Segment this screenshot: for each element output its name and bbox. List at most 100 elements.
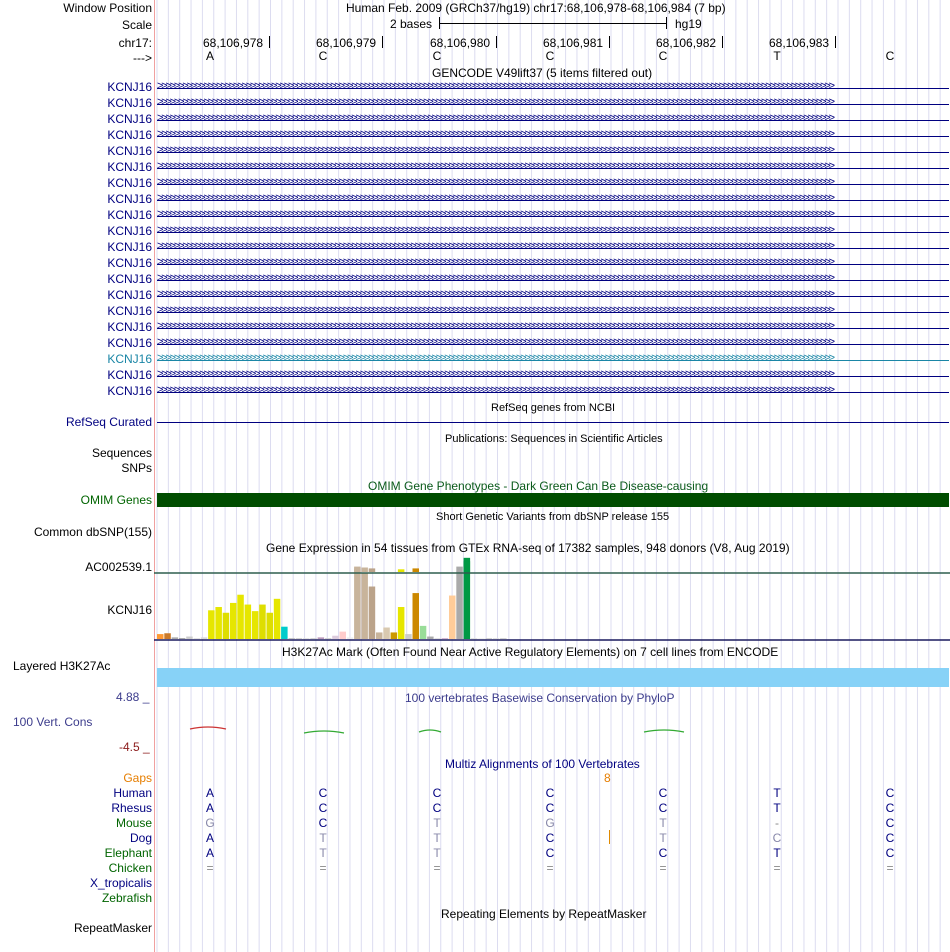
gtex-tissue-bar-gene1[interactable] bbox=[456, 566, 463, 572]
gtex-tissue-bar-gene1[interactable] bbox=[463, 561, 471, 572]
omim-track-title[interactable]: OMIM Gene Phenotypes - Dark Green Can Be… bbox=[368, 479, 709, 493]
gtex-tissue-bar[interactable] bbox=[354, 568, 361, 639]
gtex-tissue-bar[interactable] bbox=[339, 631, 347, 639]
gencode-transcript-label[interactable]: KCNJ16 bbox=[107, 288, 152, 302]
gtex-tissue-bar[interactable] bbox=[295, 638, 303, 639]
gencode-transcript-label[interactable]: KCNJ16 bbox=[107, 160, 152, 174]
gencode-transcript-label[interactable]: KCNJ16 bbox=[107, 208, 152, 222]
gencode-transcript-line[interactable]: >>>>>>>>>>>>>>>>>>>>>>>>>>>>>>>>>>>>>>>>… bbox=[157, 128, 949, 142]
gtex-tissue-bar[interactable] bbox=[376, 632, 383, 639]
gencode-transcript-line[interactable]: >>>>>>>>>>>>>>>>>>>>>>>>>>>>>>>>>>>>>>>>… bbox=[157, 192, 949, 206]
gencode-transcript-line[interactable]: >>>>>>>>>>>>>>>>>>>>>>>>>>>>>>>>>>>>>>>>… bbox=[157, 256, 949, 270]
gtex-tissue-bar[interactable] bbox=[157, 634, 164, 639]
gencode-transcript-line[interactable]: >>>>>>>>>>>>>>>>>>>>>>>>>>>>>>>>>>>>>>>>… bbox=[157, 80, 949, 94]
gencode-transcript-label[interactable]: KCNJ16 bbox=[107, 96, 152, 110]
gencode-transcript-label[interactable]: KCNJ16 bbox=[107, 240, 152, 254]
gtex-tissue-bar[interactable] bbox=[405, 634, 412, 639]
gtex-tissue-bar[interactable] bbox=[346, 637, 354, 639]
refseq-track-title[interactable]: RefSeq genes from NCBI bbox=[491, 402, 616, 414]
gencode-transcript-label[interactable]: KCNJ16 bbox=[107, 144, 152, 158]
gencode-transcript-line[interactable]: >>>>>>>>>>>>>>>>>>>>>>>>>>>>>>>>>>>>>>>>… bbox=[157, 272, 949, 286]
gencode-transcript-line[interactable]: >>>>>>>>>>>>>>>>>>>>>>>>>>>>>>>>>>>>>>>>… bbox=[157, 176, 949, 190]
h3k27ac-label[interactable]: Layered H3K27Ac bbox=[13, 659, 111, 673]
gtex-tissue-bar[interactable] bbox=[208, 610, 215, 639]
gtex-tissue-bar[interactable] bbox=[492, 638, 500, 639]
gtex-tissue-bar[interactable] bbox=[230, 602, 237, 639]
gtex-tissue-bar-gene1[interactable] bbox=[361, 567, 368, 573]
gtex-gene2-label[interactable]: KCNJ16 bbox=[107, 603, 152, 617]
gtex-tissue-bar-gene1[interactable] bbox=[412, 568, 420, 572]
gtex-tissue-bar[interactable] bbox=[259, 604, 266, 639]
h3k27ac-signal-bar[interactable] bbox=[157, 668, 949, 687]
gtex-tissue-bar[interactable] bbox=[383, 627, 390, 639]
gtex-tissue-bar[interactable] bbox=[441, 638, 449, 639]
gtex-tissue-bar[interactable] bbox=[178, 638, 186, 639]
gencode-transcript-label[interactable]: KCNJ16 bbox=[107, 176, 152, 190]
gtex-tissue-bar[interactable] bbox=[463, 557, 471, 639]
gtex-tissue-bar[interactable] bbox=[434, 638, 441, 639]
gtex-tissue-bar[interactable] bbox=[456, 571, 463, 639]
gencode-transcript-line[interactable]: >>>>>>>>>>>>>>>>>>>>>>>>>>>>>>>>>>>>>>>>… bbox=[157, 224, 949, 238]
gtex-tissue-bar[interactable] bbox=[397, 607, 405, 639]
gtex-tissue-bar[interactable] bbox=[288, 638, 295, 639]
gtex-tissue-bar[interactable] bbox=[215, 607, 222, 639]
gtex-tissue-bar[interactable] bbox=[281, 626, 288, 639]
publications-label-sequences[interactable]: Sequences bbox=[91, 446, 152, 460]
gtex-tissue-bar[interactable] bbox=[193, 638, 201, 639]
gencode-track-title[interactable]: GENCODE V49lift37 (5 items filtered out) bbox=[432, 66, 653, 80]
gtex-tissue-bar[interactable] bbox=[449, 595, 456, 639]
gtex-tissue-bar[interactable] bbox=[427, 636, 434, 639]
multiz-species-label[interactable]: Chicken bbox=[108, 861, 152, 875]
gencode-transcript-label[interactable]: KCNJ16 bbox=[107, 256, 152, 270]
gtex-tissue-bar[interactable] bbox=[251, 611, 259, 639]
omim-label[interactable]: OMIM Genes bbox=[80, 493, 152, 507]
gtex-tissue-bar[interactable] bbox=[332, 635, 339, 639]
gtex-tissue-bar[interactable] bbox=[244, 604, 252, 639]
gtex-tissue-bar[interactable] bbox=[470, 638, 478, 639]
gencode-transcript-label[interactable]: KCNJ16 bbox=[107, 112, 152, 126]
gtex-tissue-bar[interactable] bbox=[200, 637, 208, 639]
cons-track-title[interactable]: 100 vertebrates Basewise Conservation by… bbox=[405, 691, 675, 705]
gencode-transcript-label[interactable]: KCNJ16 bbox=[107, 336, 152, 350]
gtex-tissue-bar-gene1[interactable] bbox=[397, 569, 405, 572]
gencode-transcript-line[interactable]: >>>>>>>>>>>>>>>>>>>>>>>>>>>>>>>>>>>>>>>>… bbox=[157, 304, 949, 318]
repeatmasker-track-title[interactable]: Repeating Elements by RepeatMasker bbox=[441, 907, 647, 921]
gencode-transcript-line[interactable]: >>>>>>>>>>>>>>>>>>>>>>>>>>>>>>>>>>>>>>>>… bbox=[157, 384, 949, 398]
gencode-transcript-line[interactable]: >>>>>>>>>>>>>>>>>>>>>>>>>>>>>>>>>>>>>>>>… bbox=[157, 240, 949, 254]
gencode-transcript-line[interactable]: >>>>>>>>>>>>>>>>>>>>>>>>>>>>>>>>>>>>>>>>… bbox=[157, 208, 949, 222]
cons-label[interactable]: 100 Vert. Cons bbox=[13, 715, 93, 729]
gtex-tissue-bar[interactable] bbox=[164, 633, 171, 639]
gencode-transcript-label[interactable]: KCNJ16 bbox=[107, 368, 152, 382]
multiz-track-title[interactable]: Multiz Alignments of 100 Vertebrates bbox=[445, 757, 640, 771]
gencode-transcript-line[interactable]: >>>>>>>>>>>>>>>>>>>>>>>>>>>>>>>>>>>>>>>>… bbox=[157, 320, 949, 334]
refseq-gene-line[interactable] bbox=[157, 422, 949, 423]
gencode-transcript-label[interactable]: KCNJ16 bbox=[107, 320, 152, 334]
gtex-tissue-bar-gene1[interactable] bbox=[368, 568, 376, 572]
gtex-tissue-bar[interactable] bbox=[310, 638, 317, 639]
refseq-label[interactable]: RefSeq Curated bbox=[65, 415, 152, 429]
dbsnp-label[interactable]: Common dbSNP(155) bbox=[33, 525, 152, 539]
phylop-conservation-plot[interactable] bbox=[154, 715, 950, 745]
gtex-tissue-bar[interactable] bbox=[324, 638, 332, 639]
gtex-gene1-label[interactable]: AC002539.1 bbox=[85, 560, 152, 574]
gtex-tissue-bar[interactable] bbox=[500, 638, 507, 639]
gencode-transcript-label[interactable]: KCNJ16 bbox=[107, 128, 152, 142]
multiz-species-label[interactable]: Mouse bbox=[115, 816, 152, 830]
gencode-transcript-label[interactable]: KCNJ16 bbox=[107, 224, 152, 238]
gtex-tissue-bar[interactable] bbox=[390, 632, 398, 639]
gtex-tissue-bar[interactable] bbox=[361, 572, 368, 639]
gtex-expression-chart[interactable] bbox=[154, 555, 950, 645]
gencode-transcript-label[interactable]: KCNJ16 bbox=[107, 272, 152, 286]
gtex-track-title[interactable]: Gene Expression in 54 tissues from GTEx … bbox=[266, 541, 790, 555]
gtex-tissue-bar-gene1[interactable] bbox=[354, 566, 361, 572]
gtex-tissue-bar[interactable] bbox=[412, 593, 420, 639]
gencode-transcript-line[interactable]: >>>>>>>>>>>>>>>>>>>>>>>>>>>>>>>>>>>>>>>>… bbox=[157, 144, 949, 158]
gencode-transcript-label[interactable]: KCNJ16 bbox=[107, 304, 152, 318]
gtex-tissue-bar[interactable] bbox=[485, 638, 493, 639]
gencode-transcript-line[interactable]: >>>>>>>>>>>>>>>>>>>>>>>>>>>>>>>>>>>>>>>>… bbox=[157, 352, 949, 366]
gencode-transcript-line[interactable]: >>>>>>>>>>>>>>>>>>>>>>>>>>>>>>>>>>>>>>>>… bbox=[157, 288, 949, 302]
gtex-tissue-bar[interactable] bbox=[303, 638, 310, 639]
publications-label-snps[interactable]: SNPs bbox=[121, 461, 152, 475]
gtex-tissue-bar[interactable] bbox=[368, 586, 376, 639]
multiz-species-label[interactable]: X_tropicalis bbox=[89, 876, 152, 890]
